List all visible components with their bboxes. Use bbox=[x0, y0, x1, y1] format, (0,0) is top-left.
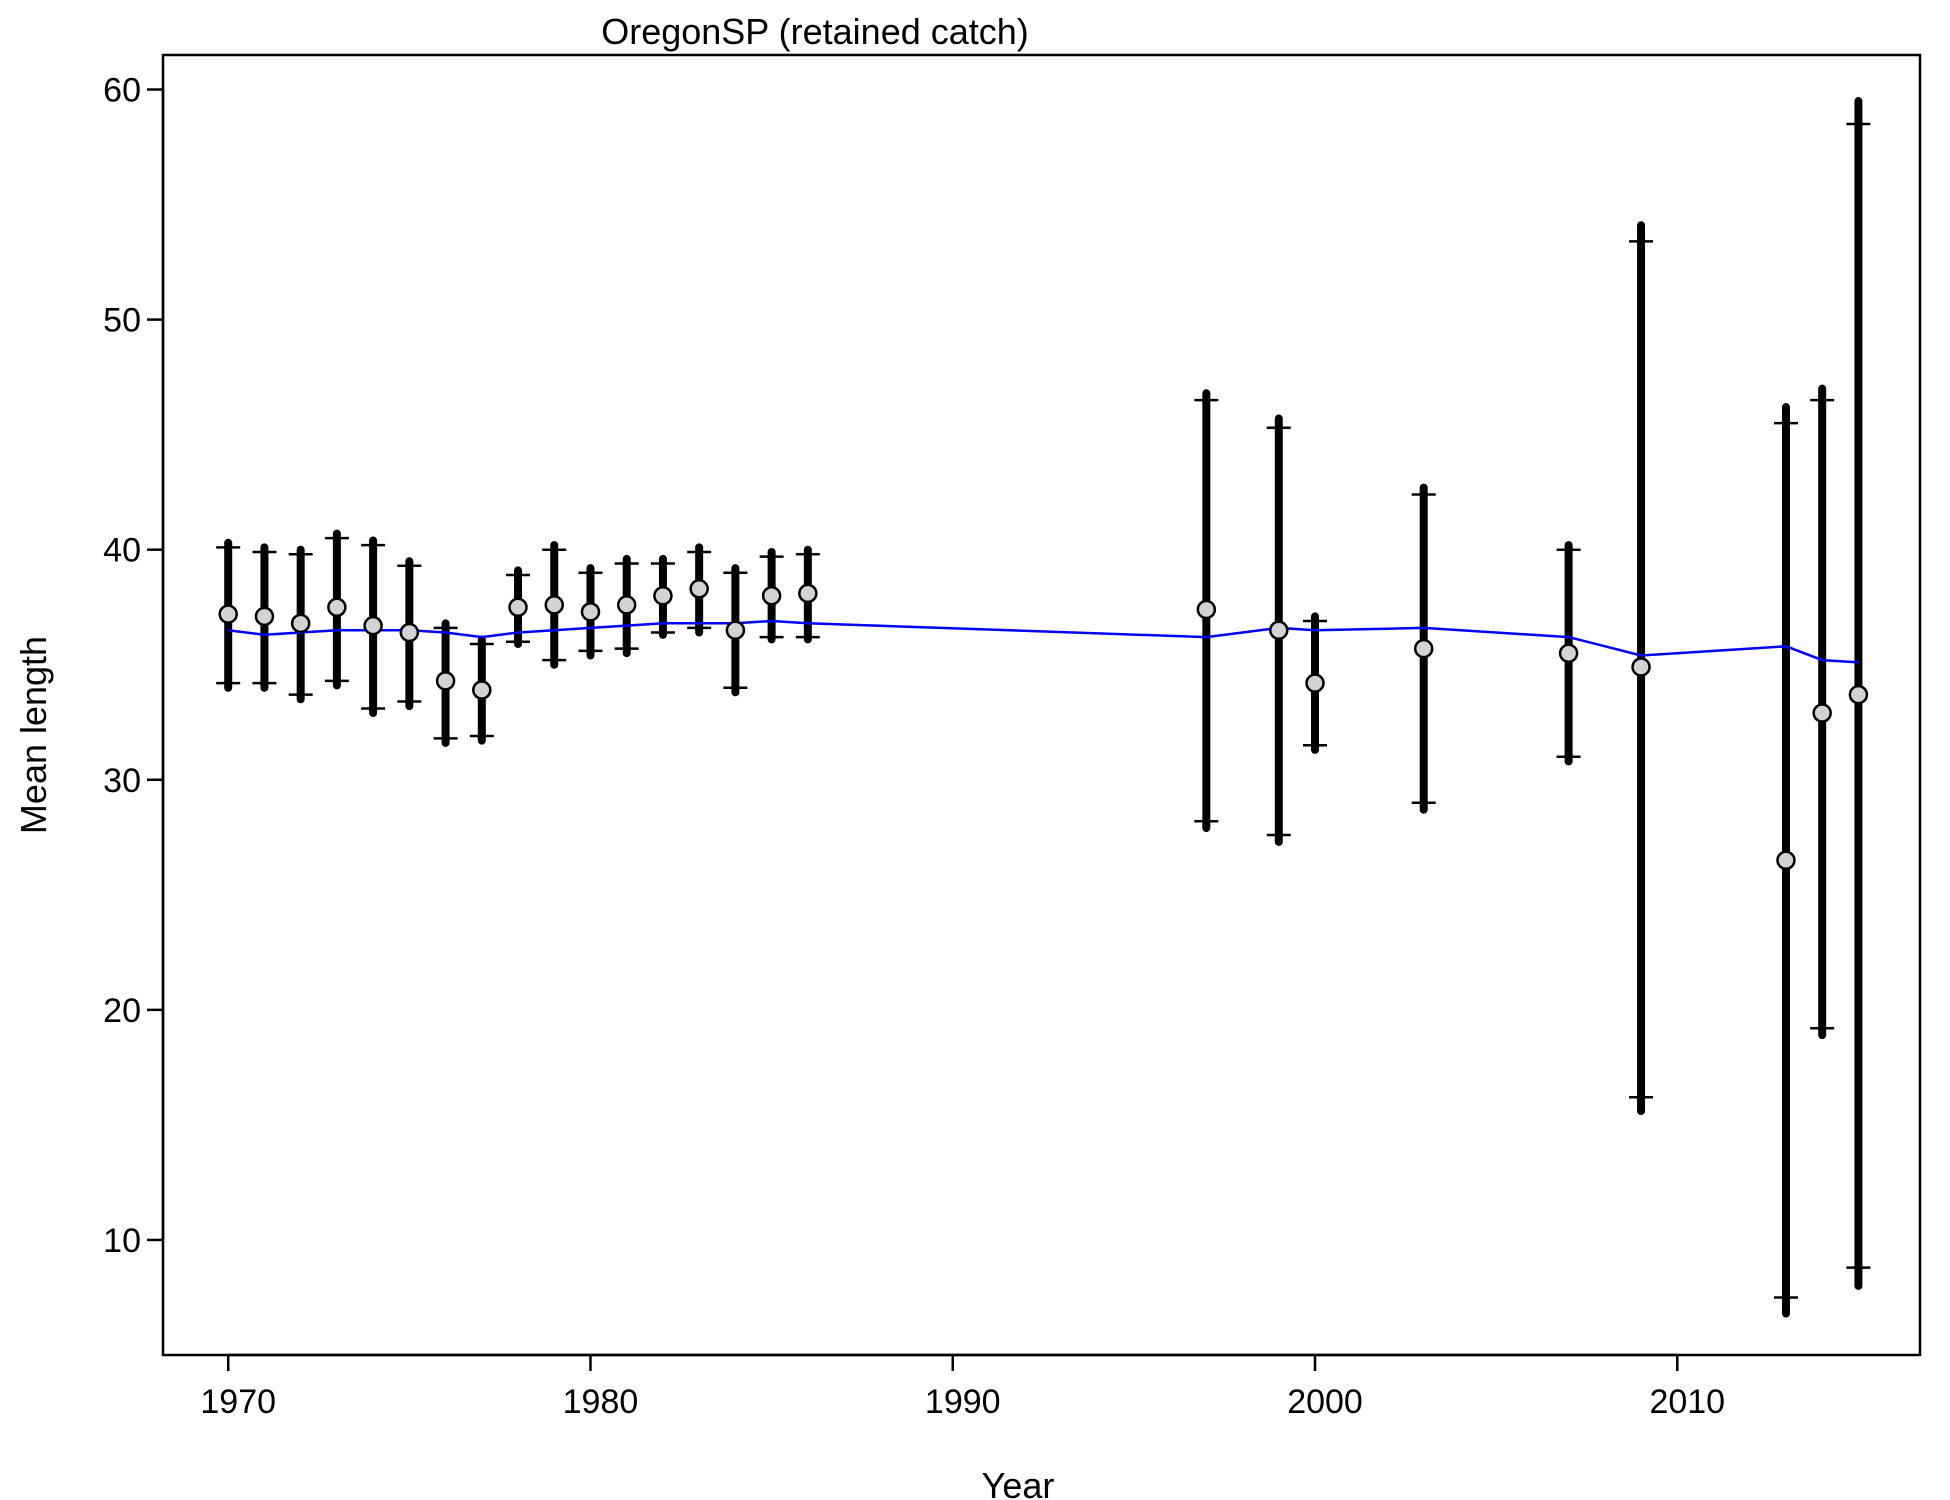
x-tick-label: 1970 bbox=[200, 1383, 276, 1421]
expected-line bbox=[228, 619, 1859, 664]
observed-point bbox=[1631, 657, 1651, 677]
x-tick-label: 1990 bbox=[925, 1383, 1001, 1421]
plot-frame bbox=[161, 53, 1922, 1357]
observed-point bbox=[689, 579, 709, 599]
y-axis: 10 20 30 40 50 60 bbox=[103, 72, 165, 1260]
observed-point bbox=[290, 613, 311, 634]
chart-title: OregonSP (retained catch) bbox=[601, 11, 1029, 52]
x-axis-label: Year bbox=[982, 1465, 1055, 1500]
observed-point bbox=[653, 585, 673, 606]
observed-point bbox=[616, 595, 637, 615]
observed-point bbox=[472, 680, 492, 700]
observed-point bbox=[1196, 599, 1217, 620]
observed-point bbox=[1848, 684, 1869, 705]
observed-point bbox=[327, 597, 347, 617]
observed-point bbox=[1812, 703, 1832, 723]
y-tick-label: 10 bbox=[103, 1222, 141, 1260]
y-tick-label: 40 bbox=[103, 532, 141, 570]
y-tick-label: 30 bbox=[103, 762, 141, 800]
observed-point bbox=[580, 602, 601, 622]
observed-point bbox=[508, 597, 528, 617]
y-axis-label: Mean length bbox=[13, 636, 54, 834]
observed-point bbox=[218, 604, 238, 624]
observed-point bbox=[761, 585, 782, 606]
observed-point bbox=[1776, 850, 1796, 871]
observed-point bbox=[1413, 638, 1434, 659]
y-tick-label: 50 bbox=[103, 302, 141, 340]
observed-point bbox=[254, 606, 275, 627]
observed-points bbox=[218, 579, 1869, 871]
y-tick-label: 20 bbox=[103, 992, 141, 1030]
error-bars bbox=[216, 97, 1871, 1318]
observed-point bbox=[1305, 673, 1325, 693]
observed-point bbox=[1558, 643, 1579, 663]
x-axis: 1970 1980 1990 2000 2010 bbox=[200, 1353, 1725, 1421]
expected-series-line bbox=[228, 619, 1859, 664]
observed-point bbox=[399, 622, 420, 643]
observed-point bbox=[363, 615, 383, 636]
x-tick-label: 1980 bbox=[563, 1383, 639, 1421]
observed-point bbox=[798, 583, 818, 604]
observed-point bbox=[544, 595, 564, 615]
observed-point bbox=[435, 671, 456, 691]
observed-point bbox=[1269, 620, 1289, 640]
x-tick-label: 2010 bbox=[1649, 1383, 1725, 1421]
observed-point bbox=[725, 620, 746, 640]
x-tick-label: 2000 bbox=[1287, 1383, 1363, 1421]
y-tick-label: 60 bbox=[103, 72, 141, 110]
